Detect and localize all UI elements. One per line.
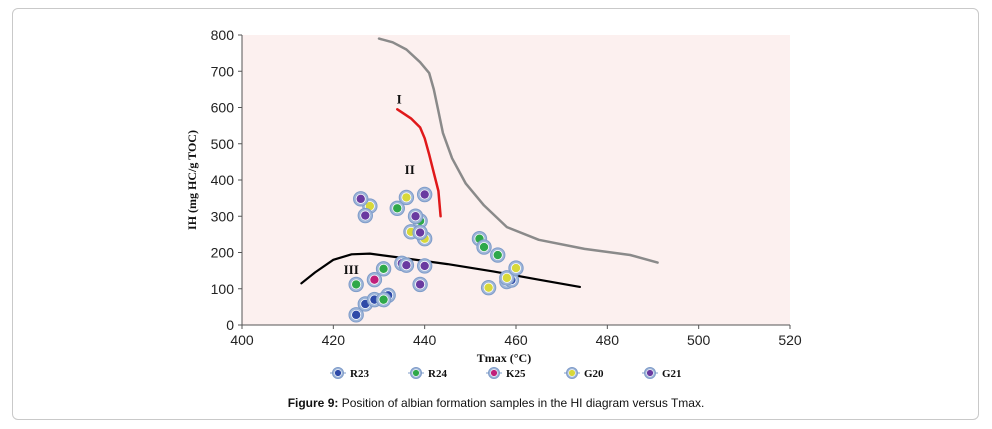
region-label-iii: III	[344, 262, 359, 277]
point-core	[378, 294, 389, 305]
legend-label: R23	[350, 368, 369, 380]
x-tick-label: 400	[230, 332, 254, 348]
point-core	[351, 279, 362, 290]
y-axis-label: IH (mg HC/g TOC)	[185, 130, 199, 230]
point-g20	[480, 279, 497, 296]
data-points	[348, 186, 524, 323]
point-core	[415, 279, 426, 290]
y-tick-label: 800	[211, 27, 235, 43]
point-core	[355, 193, 366, 204]
point-core	[419, 189, 430, 200]
legend-item-k25: K25	[486, 367, 526, 380]
point-g20	[499, 270, 515, 286]
point-g21	[353, 191, 369, 207]
legend-item-g20: G20	[564, 367, 604, 380]
point-g21	[357, 207, 373, 224]
point-core	[401, 260, 412, 271]
point-core	[410, 211, 421, 222]
x-tick-label: 460	[504, 332, 528, 348]
legend-marker	[646, 369, 654, 377]
point-r24	[476, 239, 492, 255]
point-g20	[398, 189, 415, 206]
legend-label: K25	[506, 368, 526, 380]
point-core	[510, 263, 521, 274]
x-tick-label: 500	[687, 332, 711, 348]
y-tick-label: 500	[211, 136, 235, 152]
point-r24	[490, 247, 506, 263]
x-tick-label: 440	[413, 332, 437, 348]
y-tick-label: 100	[211, 281, 235, 297]
point-r23	[348, 307, 364, 323]
point-g21	[398, 257, 415, 273]
caption-text: Position of albian formation samples in …	[338, 396, 705, 410]
point-g21	[412, 276, 428, 293]
point-g20	[508, 260, 524, 276]
legend-marker	[334, 369, 342, 377]
region-label-ii: II	[405, 162, 415, 177]
curve-ii	[396, 108, 442, 218]
point-core	[360, 210, 371, 221]
point-r24	[375, 291, 392, 308]
x-tick-label: 480	[596, 332, 620, 348]
point-core	[392, 203, 403, 214]
point-core	[351, 309, 362, 320]
point-core	[483, 282, 494, 293]
x-tick-label: 520	[778, 332, 802, 348]
point-g21	[412, 224, 428, 241]
legend: R23 R24 K25 G20 G21	[330, 367, 682, 380]
point-core	[415, 227, 426, 238]
axes: 400 420 440 460 480 500 520 0 100 200 300 400 500 600…	[211, 27, 802, 348]
region-label-i: I	[397, 91, 402, 106]
figure-caption: Figure 9: Position of albian formation s…	[0, 396, 992, 410]
legend-item-r23: R23	[330, 367, 369, 380]
hi-tmax-chart: 400 420 440 460 480 500 520 0 100 200 300 400 500 600…	[185, 27, 802, 380]
point-r24	[389, 200, 405, 216]
point-core	[419, 260, 430, 271]
curve-i	[377, 37, 659, 264]
legend-marker	[412, 369, 420, 377]
point-core	[479, 242, 490, 253]
point-g21	[416, 186, 433, 203]
point-core	[378, 263, 389, 274]
point-core	[492, 250, 503, 261]
point-r24	[348, 276, 364, 293]
legend-item-g21: G21	[642, 367, 682, 380]
legend-item-r24: R24	[408, 367, 447, 380]
y-tick-label: 0	[226, 317, 234, 333]
y-tick-label: 300	[211, 208, 235, 224]
y-tick-label: 200	[211, 245, 235, 261]
point-core	[401, 192, 412, 203]
legend-marker	[568, 369, 576, 377]
legend-label: R24	[428, 368, 447, 380]
point-r24	[375, 261, 392, 277]
point-g21	[407, 208, 424, 224]
point-core	[501, 272, 512, 283]
caption-label: Figure 9:	[287, 396, 339, 410]
y-tick-label: 600	[211, 100, 235, 116]
legend-label: G20	[584, 368, 604, 380]
x-axis-label: Tmax (°C)	[477, 351, 531, 365]
y-tick-label: 700	[211, 63, 235, 79]
point-core	[369, 274, 380, 285]
point-k25	[366, 271, 383, 288]
legend-label: G21	[662, 368, 682, 380]
y-tick-label: 400	[211, 172, 235, 188]
point-g21	[416, 258, 433, 274]
legend-marker	[490, 369, 498, 377]
x-tick-label: 420	[322, 332, 346, 348]
